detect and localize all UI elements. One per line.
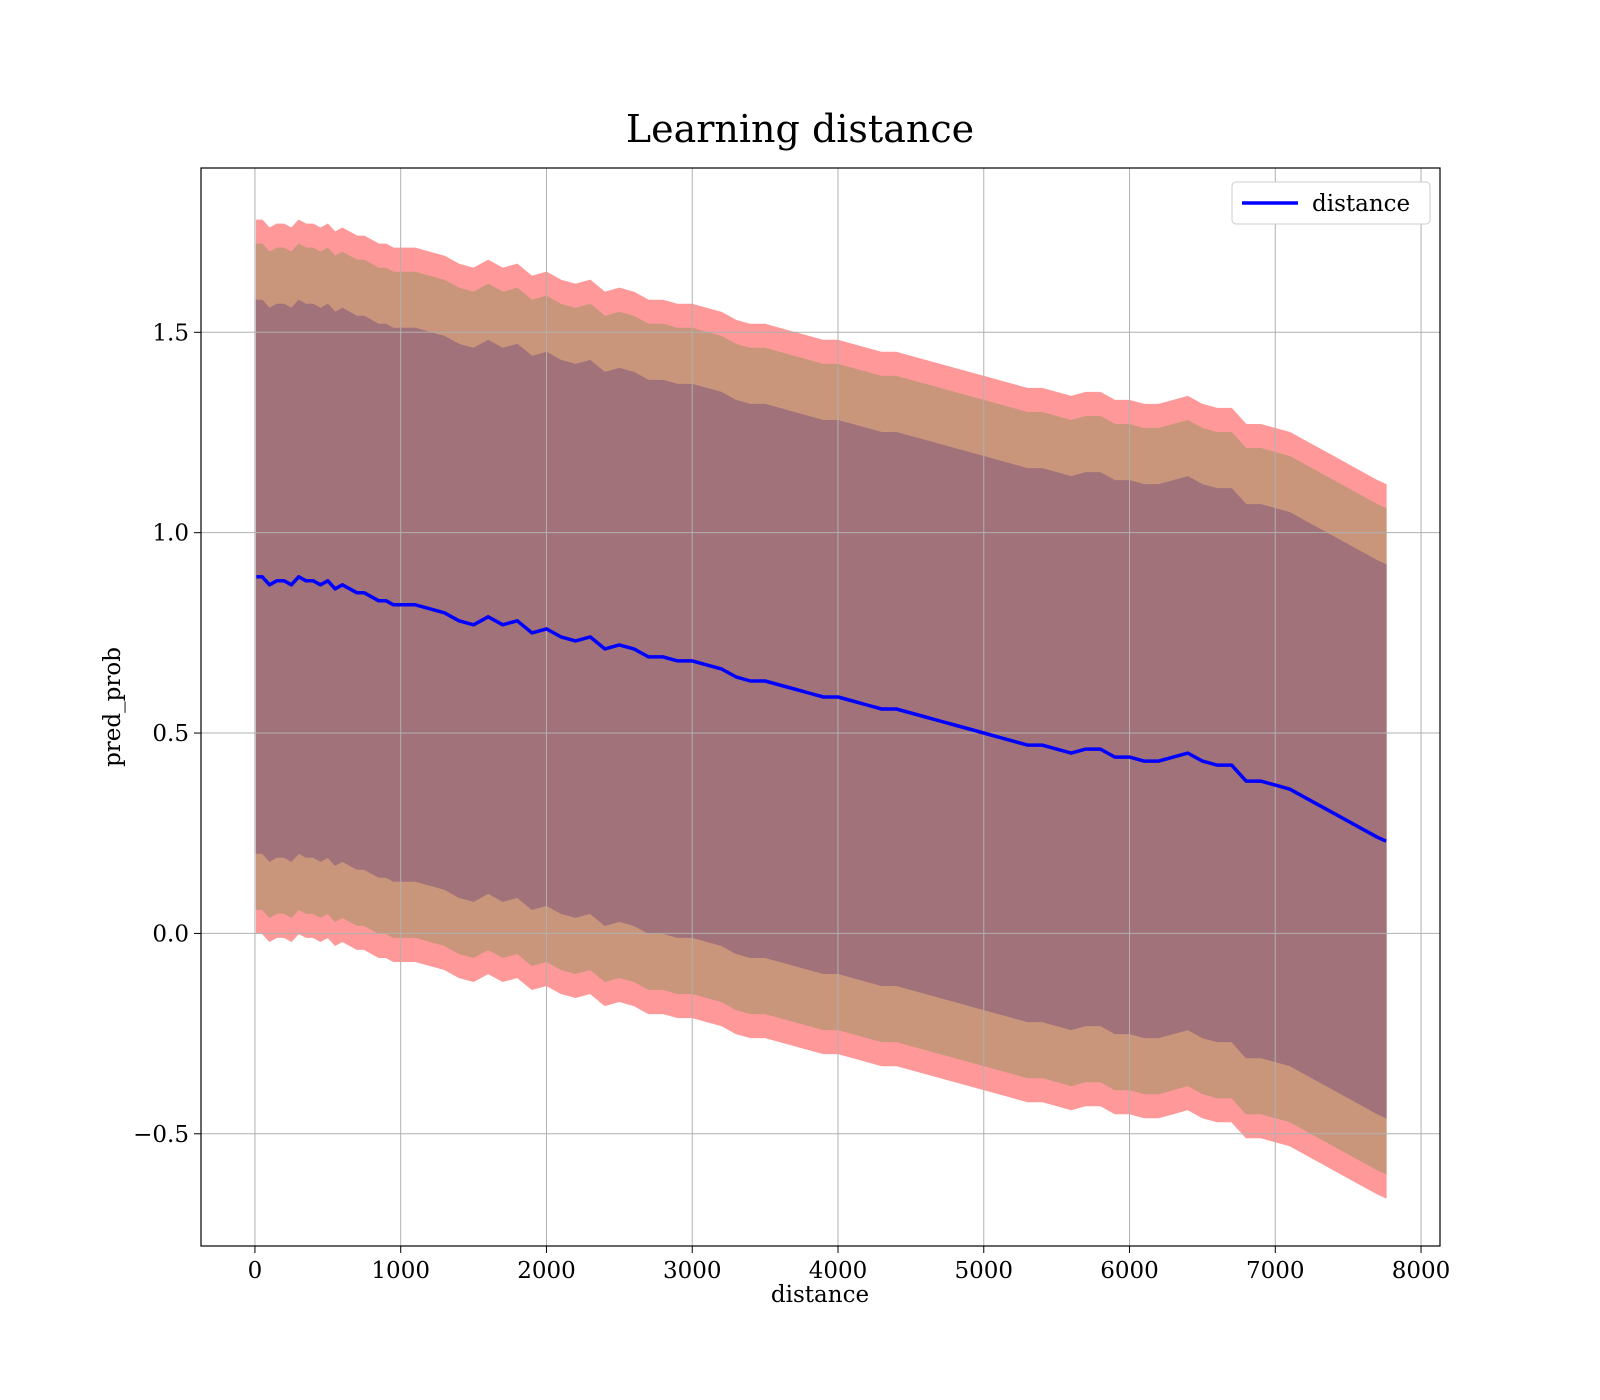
x-tick-label-4: 4000 [809, 1258, 868, 1284]
x-tick-label-5: 5000 [954, 1258, 1013, 1284]
chart-title: Learning distance [626, 107, 974, 151]
legend-label-distance: distance [1312, 191, 1410, 217]
x-tick-label-3: 3000 [663, 1258, 722, 1284]
y-tick-label-2: 0.5 [152, 721, 189, 747]
band-3 [255, 299, 1387, 1119]
y-tick-label-0: −0.5 [133, 1122, 189, 1148]
x-tick-label-0: 0 [248, 1258, 263, 1284]
x-tick-label-6: 6000 [1100, 1258, 1159, 1284]
legend-box [1231, 181, 1431, 225]
y-tick-label-3: 1.0 [152, 521, 189, 547]
plot-area: 0 1000 2000 3000 4000 5000 6000 7000 8000 −0.5 0.0… [133, 167, 1451, 1284]
y-tick-label-1: 0.0 [152, 921, 189, 947]
y-tick-label-4: 1.5 [152, 320, 189, 346]
y-axis-label: pred_prob [100, 647, 126, 767]
x-tick-label-8: 8000 [1392, 1258, 1451, 1284]
x-tick-label-7: 7000 [1246, 1258, 1305, 1284]
plot-frame [200, 167, 1441, 1247]
x-tick-label-2: 2000 [517, 1258, 576, 1284]
x-axis-label: distance [771, 1282, 869, 1308]
x-tick-label-1: 1000 [371, 1258, 430, 1284]
series-line-distance [256, 575, 1387, 843]
legend: distance [1231, 181, 1431, 225]
